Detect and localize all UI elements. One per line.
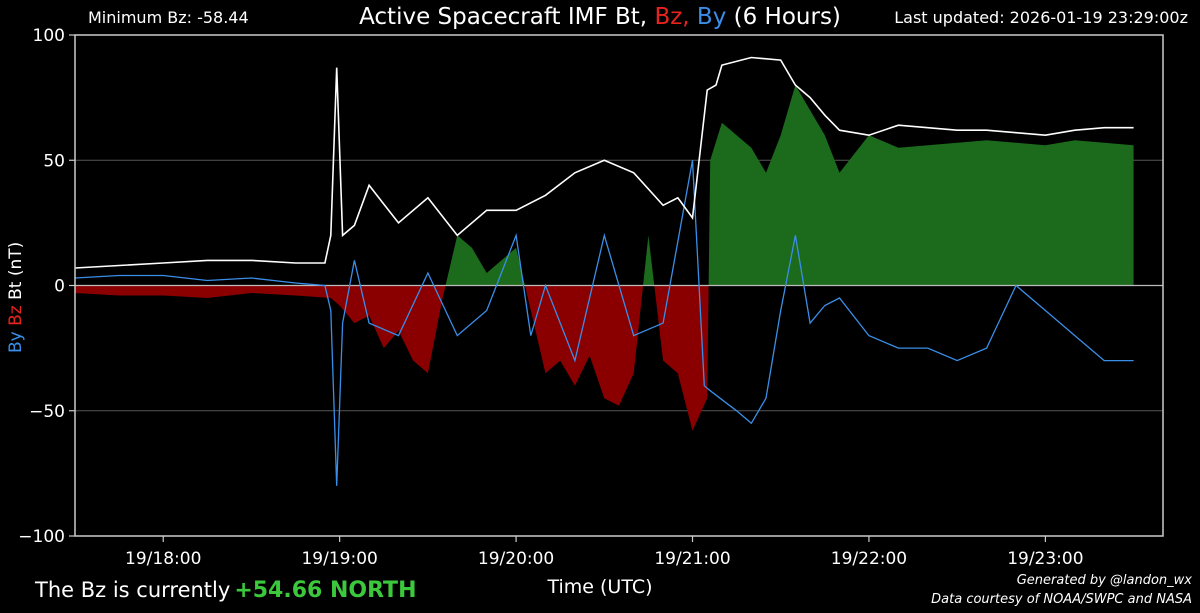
y-tick-label-1: 50 <box>43 151 65 171</box>
bz-positive-area <box>75 85 1134 286</box>
y-tick-label-3: −50 <box>29 402 65 422</box>
bz-current-prefix: The Bz is currently <box>35 578 231 602</box>
bz-current-status: The Bz is currently +54.66 NORTH <box>35 578 416 603</box>
x-axis-label: Time (UTC) <box>547 576 653 598</box>
y-tick-label-2: 0 <box>54 277 65 297</box>
x-tick-label-5: 19/23:00 <box>1007 549 1083 569</box>
title-part-1: Bz, <box>654 4 697 30</box>
x-tick-label-4: 19/22:00 <box>831 549 907 569</box>
bz-negative-area <box>75 285 1134 431</box>
title-part-2: By <box>696 4 727 30</box>
minimum-bz-label: Minimum Bz: -58.44 <box>88 8 249 27</box>
bz-current-value: +54.66 NORTH <box>234 578 417 603</box>
title-part-3: (6 Hours) <box>726 4 841 30</box>
data-source-credit: Data courtesy of NOAA/SWPC and NASA <box>931 592 1192 607</box>
x-tick-label-2: 19/20:00 <box>478 549 554 569</box>
x-tick-label-1: 19/19:00 <box>301 549 377 569</box>
ylabel-part-2: Bt (nT) <box>6 241 26 300</box>
title-part-0: Active Spacecraft IMF Bt, <box>359 4 655 30</box>
bt-series-line <box>75 56 1134 269</box>
y-tick-label-0: 100 <box>33 26 65 46</box>
chart-title: Active Spacecraft IMF Bt, Bz, By (6 Hour… <box>0 4 1200 30</box>
y-tick-label-4: −100 <box>18 527 65 547</box>
x-tick-label-3: 19/21:00 <box>654 549 730 569</box>
by-series-line <box>75 160 1134 486</box>
y-axis-label: By Bz Bt (nT) <box>6 242 26 353</box>
x-tick-label-0: 19/18:00 <box>125 549 201 569</box>
last-updated-label: Last updated: 2026-01-19 23:29:00z <box>894 8 1188 27</box>
ylabel-part-1: Bz <box>6 305 26 326</box>
ylabel-part-0: By <box>6 331 26 353</box>
generated-by-credit: Generated by @landon_wx <box>1016 573 1192 588</box>
